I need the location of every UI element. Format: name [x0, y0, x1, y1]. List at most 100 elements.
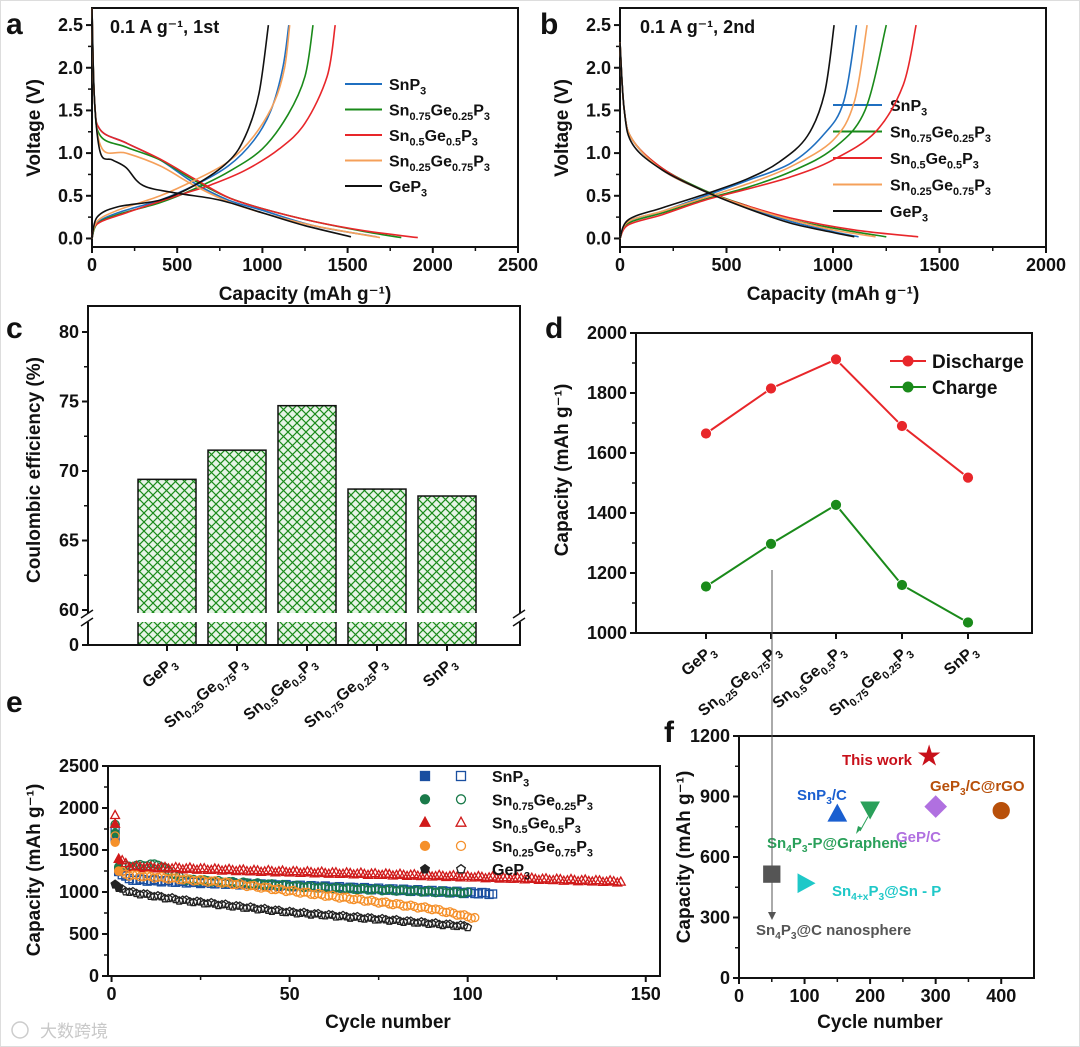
legend-marker-filled	[419, 794, 431, 805]
plot-frame	[738, 735, 1035, 979]
data-point	[896, 579, 908, 591]
y-tick-label: 1000	[59, 882, 99, 902]
charge-marker	[216, 864, 228, 875]
charge-marker	[349, 912, 359, 921]
bar	[207, 449, 267, 646]
charge-marker	[533, 874, 545, 885]
charge-marker	[273, 865, 285, 876]
charge-marker	[362, 868, 374, 879]
x-tick-label: 1000	[813, 255, 853, 275]
x-tick-label: GeP3	[678, 642, 720, 682]
panel-b: 0 500 1000 1500 2000 0.0 0.5 1.0 1.5 2.0 2.5 Capaci…	[552, 7, 1066, 305]
y-tick-label: 1.5	[58, 100, 83, 120]
charge-curve	[91, 24, 270, 239]
charge-marker	[463, 922, 473, 932]
charge-marker	[611, 876, 623, 887]
data-point	[924, 795, 948, 818]
charge-marker	[519, 873, 531, 884]
charge-marker	[334, 893, 345, 903]
charge-marker	[227, 879, 238, 890]
charge-marker	[334, 911, 345, 921]
charge-marker	[415, 870, 427, 881]
charge-marker	[572, 875, 584, 886]
charge-marker	[349, 884, 359, 894]
legend-label: GeP3	[890, 204, 928, 225]
charge-marker	[139, 888, 149, 898]
charge-marker	[430, 870, 442, 881]
charge-marker	[398, 901, 409, 911]
charge-marker	[374, 898, 384, 908]
charge-marker	[284, 886, 295, 896]
y-axis-label: Voltage (V)	[552, 79, 573, 177]
y-tick-label: 0	[720, 968, 730, 988]
charge-marker	[387, 869, 399, 880]
x-axis-label: Capacity (mAh g⁻¹)	[747, 284, 920, 305]
charge-marker	[441, 919, 451, 929]
y-tick-label: 0.5	[586, 186, 611, 206]
x-axis-label: Capacity (mAh g⁻¹)	[219, 284, 392, 305]
data-point	[797, 873, 816, 894]
charge-marker	[259, 865, 271, 876]
x-tick-label: 100	[790, 986, 820, 1006]
panel-d: 1000 1200 1400 1600 1800 2000 Capacity (mAh g⁻…	[552, 323, 1033, 720]
charge-marker	[152, 862, 164, 873]
charge-curve	[619, 24, 917, 239]
panel-letter-b: b	[540, 8, 558, 41]
discharge-marker	[114, 883, 124, 892]
charge-marker	[231, 900, 241, 910]
panel-c: GeP3Sn0.25Ge0.75P3Sn0.5Ge0.5P3Sn0.75Ge0.…	[24, 305, 528, 732]
charge-marker	[206, 876, 216, 886]
charge-marker	[402, 916, 412, 925]
legend-marker	[902, 355, 914, 367]
data-point	[830, 353, 842, 366]
charge-marker	[295, 888, 305, 898]
legend-label: Sn0.25Ge0.75P3	[389, 154, 490, 175]
charge-marker	[256, 904, 266, 913]
data-point	[765, 538, 777, 550]
charge-marker	[413, 903, 423, 913]
x-tick-label: 1500	[919, 255, 959, 275]
legend-marker-open	[455, 815, 467, 827]
charge-marker	[153, 872, 163, 883]
charge-marker	[363, 885, 373, 895]
legend-marker-open	[455, 840, 467, 852]
x-tick-label: 1500	[328, 255, 368, 275]
y-axis-label: Capacity (mAh g⁻¹)	[674, 771, 695, 944]
y-tick-label: 2000	[59, 798, 99, 818]
charge-marker	[463, 887, 473, 897]
x-tick-label: 50	[280, 984, 300, 1004]
legend-marker-filled	[419, 815, 431, 827]
legend-label: Sn0.25Ge0.75P3	[890, 178, 991, 199]
y-axis-label: Voltage (V)	[24, 79, 45, 177]
charge-marker	[320, 891, 330, 901]
x-tick-label: SnP3	[420, 654, 462, 694]
legend-marker-open	[455, 770, 467, 782]
axis-break-mark	[512, 609, 526, 619]
legend-marker-open	[455, 794, 467, 805]
charge-marker	[452, 910, 462, 920]
charge-marker	[153, 890, 163, 900]
y-tick-label: 1.5	[586, 100, 611, 120]
charge-marker	[402, 901, 412, 911]
y-tick-label: 2.5	[58, 15, 83, 35]
legend-label: GeP3	[492, 862, 530, 883]
legend-marker-filled	[419, 840, 431, 852]
charge-marker	[138, 862, 150, 873]
charge-marker	[601, 875, 613, 886]
legend-label: Discharge	[932, 352, 1024, 373]
charge-marker	[245, 902, 256, 911]
y-tick-label: 2.5	[586, 15, 611, 35]
y-tick-label: 0.0	[586, 228, 611, 248]
legend-label: Charge	[932, 378, 997, 399]
panel-letter-a: a	[6, 8, 23, 41]
charge-marker	[359, 896, 370, 906]
legend-label: SnP3	[890, 98, 927, 119]
data-point	[962, 471, 974, 484]
watermark: 大数跨境	[40, 1022, 108, 1041]
arrow-head	[768, 912, 776, 920]
x-tick-label: 500	[711, 255, 741, 275]
y-tick-label: 80	[59, 322, 79, 342]
charge-marker	[324, 891, 334, 901]
